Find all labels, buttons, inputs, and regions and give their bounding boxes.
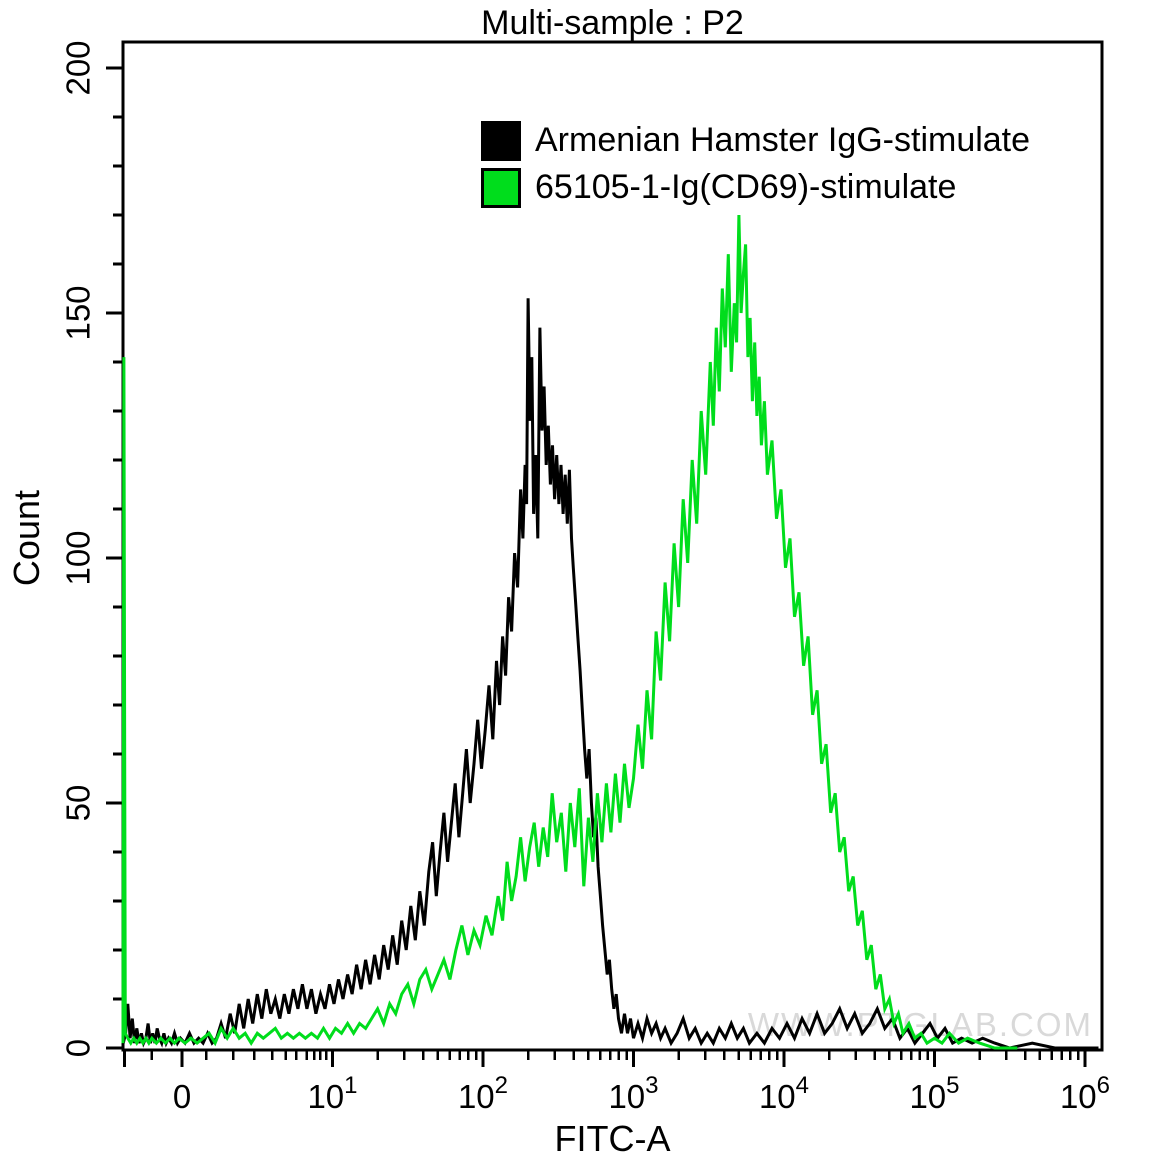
x-axis-label: FITC-A [554, 1118, 671, 1159]
x-tick-label: 106 [1060, 1072, 1110, 1115]
y-tick-label: 150 [60, 285, 97, 340]
legend-item-igg: Armenian Hamster IgG-stimulate [481, 117, 1030, 164]
legend-swatch-black [481, 120, 521, 161]
legend-label: 65105-1-Ig(CD69)-stimulate [535, 168, 957, 206]
legend: Armenian Hamster IgG-stimulate 65105-1-I… [481, 117, 1030, 211]
legend-item-cd69: 65105-1-Ig(CD69)-stimulate [481, 164, 1030, 211]
series-curve-1 [121, 214, 1018, 1050]
x-tick-label: 104 [759, 1072, 809, 1115]
x-tick-label: 102 [458, 1072, 508, 1115]
x-tick-label: 0 [173, 1078, 191, 1115]
series-curve-0 [121, 298, 1099, 1050]
legend-swatch-green [481, 167, 521, 208]
page-title: Multi-sample : P2 [481, 4, 744, 42]
y-axis-label: Count [6, 490, 47, 587]
y-tick-label: 200 [60, 40, 97, 95]
y-tick-label: 0 [60, 1039, 97, 1057]
y-tick-label: 100 [60, 530, 97, 585]
x-tick-label: 101 [307, 1072, 357, 1115]
x-tick-label: 105 [909, 1072, 959, 1115]
legend-label: Armenian Hamster IgG-stimulate [535, 121, 1031, 159]
y-tick-label: 50 [60, 785, 97, 822]
x-tick-label: 103 [608, 1072, 658, 1115]
